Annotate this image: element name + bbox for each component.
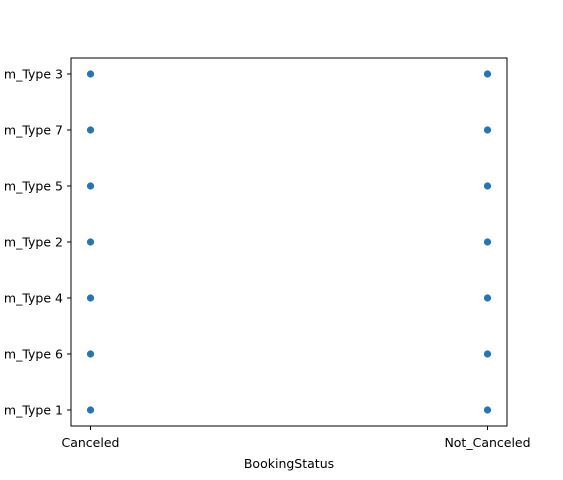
x-axis: Canceled Not_Canceled: [62, 426, 531, 450]
y-tick-label: m_Type 1: [4, 403, 63, 418]
data-point: [483, 238, 492, 246]
data-point: [86, 182, 95, 190]
data-point: [483, 294, 492, 302]
data-point: [86, 126, 95, 134]
data-point: [483, 70, 492, 78]
y-tick-label: m_Type 7: [4, 123, 63, 138]
y-tick-label: m_Type 4: [4, 291, 63, 306]
y-axis: m_Type 1 m_Type 6 m_Type 4 m_Type 2 m_Type 5…: [4, 67, 71, 418]
data-point: [483, 182, 492, 190]
data-point: [86, 406, 95, 414]
data-point: [86, 70, 95, 78]
y-tick-label: m_Type 6: [4, 347, 63, 362]
y-tick-label: m_Type 3: [4, 67, 63, 82]
data-point: [483, 126, 492, 134]
data-point: [483, 406, 492, 414]
x-tick-label: Not_Canceled: [444, 435, 530, 450]
y-tick-label: m_Type 5: [4, 179, 63, 194]
x-axis-title: BookingStatus: [244, 456, 334, 471]
data-points: [86, 70, 492, 414]
data-point: [86, 294, 95, 302]
plot-area-frame: [70, 57, 508, 427]
x-tick-label: Canceled: [62, 435, 120, 450]
data-point: [483, 350, 492, 358]
data-point: [86, 350, 95, 358]
y-tick-label: m_Type 2: [4, 235, 63, 250]
data-point: [86, 238, 95, 246]
